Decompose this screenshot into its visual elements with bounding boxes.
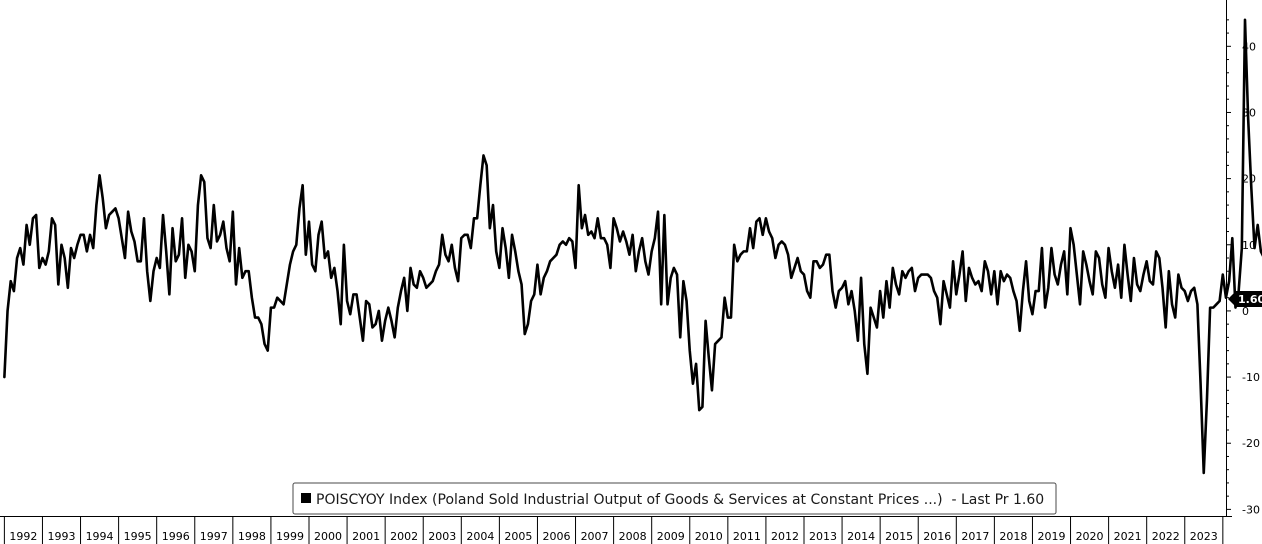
last-value-pointer — [1228, 291, 1262, 307]
series-line — [3, 18, 1262, 475]
y-tick-label: -30 — [1242, 503, 1260, 516]
x-tick-label: 2001 — [352, 530, 380, 543]
x-tick-label: 1998 — [238, 530, 266, 543]
last-value-label: 1.60 — [1238, 293, 1262, 306]
x-tick-label: 2019 — [1037, 530, 1065, 543]
x-tick-label: 2012 — [771, 530, 799, 543]
x-tick-label: 2009 — [657, 530, 685, 543]
y-tick-label: 10 — [1242, 239, 1256, 252]
x-tick-label: 2015 — [885, 530, 913, 543]
x-tick-label: 1997 — [200, 530, 228, 543]
y-tick-label: 20 — [1242, 173, 1256, 186]
x-tick-label: 2006 — [542, 530, 570, 543]
x-tick-label: 1993 — [47, 530, 75, 543]
y-tick-label: 0 — [1242, 305, 1249, 318]
x-axis: 1992 1993 1994 1995 1996 1997 1998 1999 2000 2001… — [0, 516, 1232, 544]
x-tick-label: 2020 — [1076, 530, 1104, 543]
x-tick-label: 2000 — [314, 530, 342, 543]
x-tick-label: 2014 — [847, 530, 875, 543]
last-value-marker: 1.60 — [1228, 291, 1262, 307]
x-tick-label: 1995 — [124, 530, 152, 543]
series-layer — [3, 18, 1262, 475]
x-tick-label: 2017 — [961, 530, 989, 543]
legend[interactable]: POISCYOY Index (Poland Sold Industrial O… — [292, 482, 1057, 515]
x-tick-label: 2008 — [619, 530, 647, 543]
legend-box — [292, 482, 1057, 515]
x-tick-label: 1992 — [9, 530, 37, 543]
x-tick-label: 2010 — [695, 530, 723, 543]
x-tick-label: 2018 — [999, 530, 1027, 543]
x-tick-label: 2003 — [428, 530, 456, 543]
x-tick-label: 1999 — [276, 530, 304, 543]
x-tick-label: 2011 — [733, 530, 761, 543]
y-tick-label: -20 — [1242, 437, 1260, 450]
x-tick-label: 2004 — [466, 530, 494, 543]
legend-text: POISCYOY Index (Poland Sold Industrial O… — [316, 492, 1044, 508]
x-tick-label: 2022 — [1152, 530, 1180, 543]
x-tick-label: 2002 — [390, 530, 418, 543]
x-tick-label: 2021 — [1114, 530, 1142, 543]
x-tick-label: 1996 — [162, 530, 190, 543]
y-tick-label: -10 — [1242, 371, 1260, 384]
x-tick-label: 2007 — [581, 530, 609, 543]
x-tick-label: 2016 — [923, 530, 951, 543]
legend-swatch — [301, 493, 311, 503]
x-tick-label: 2013 — [809, 530, 837, 543]
x-tick-label: 2005 — [504, 530, 532, 543]
x-tick-label: 1994 — [86, 530, 114, 543]
x-tick-label: 2023 — [1190, 530, 1218, 543]
